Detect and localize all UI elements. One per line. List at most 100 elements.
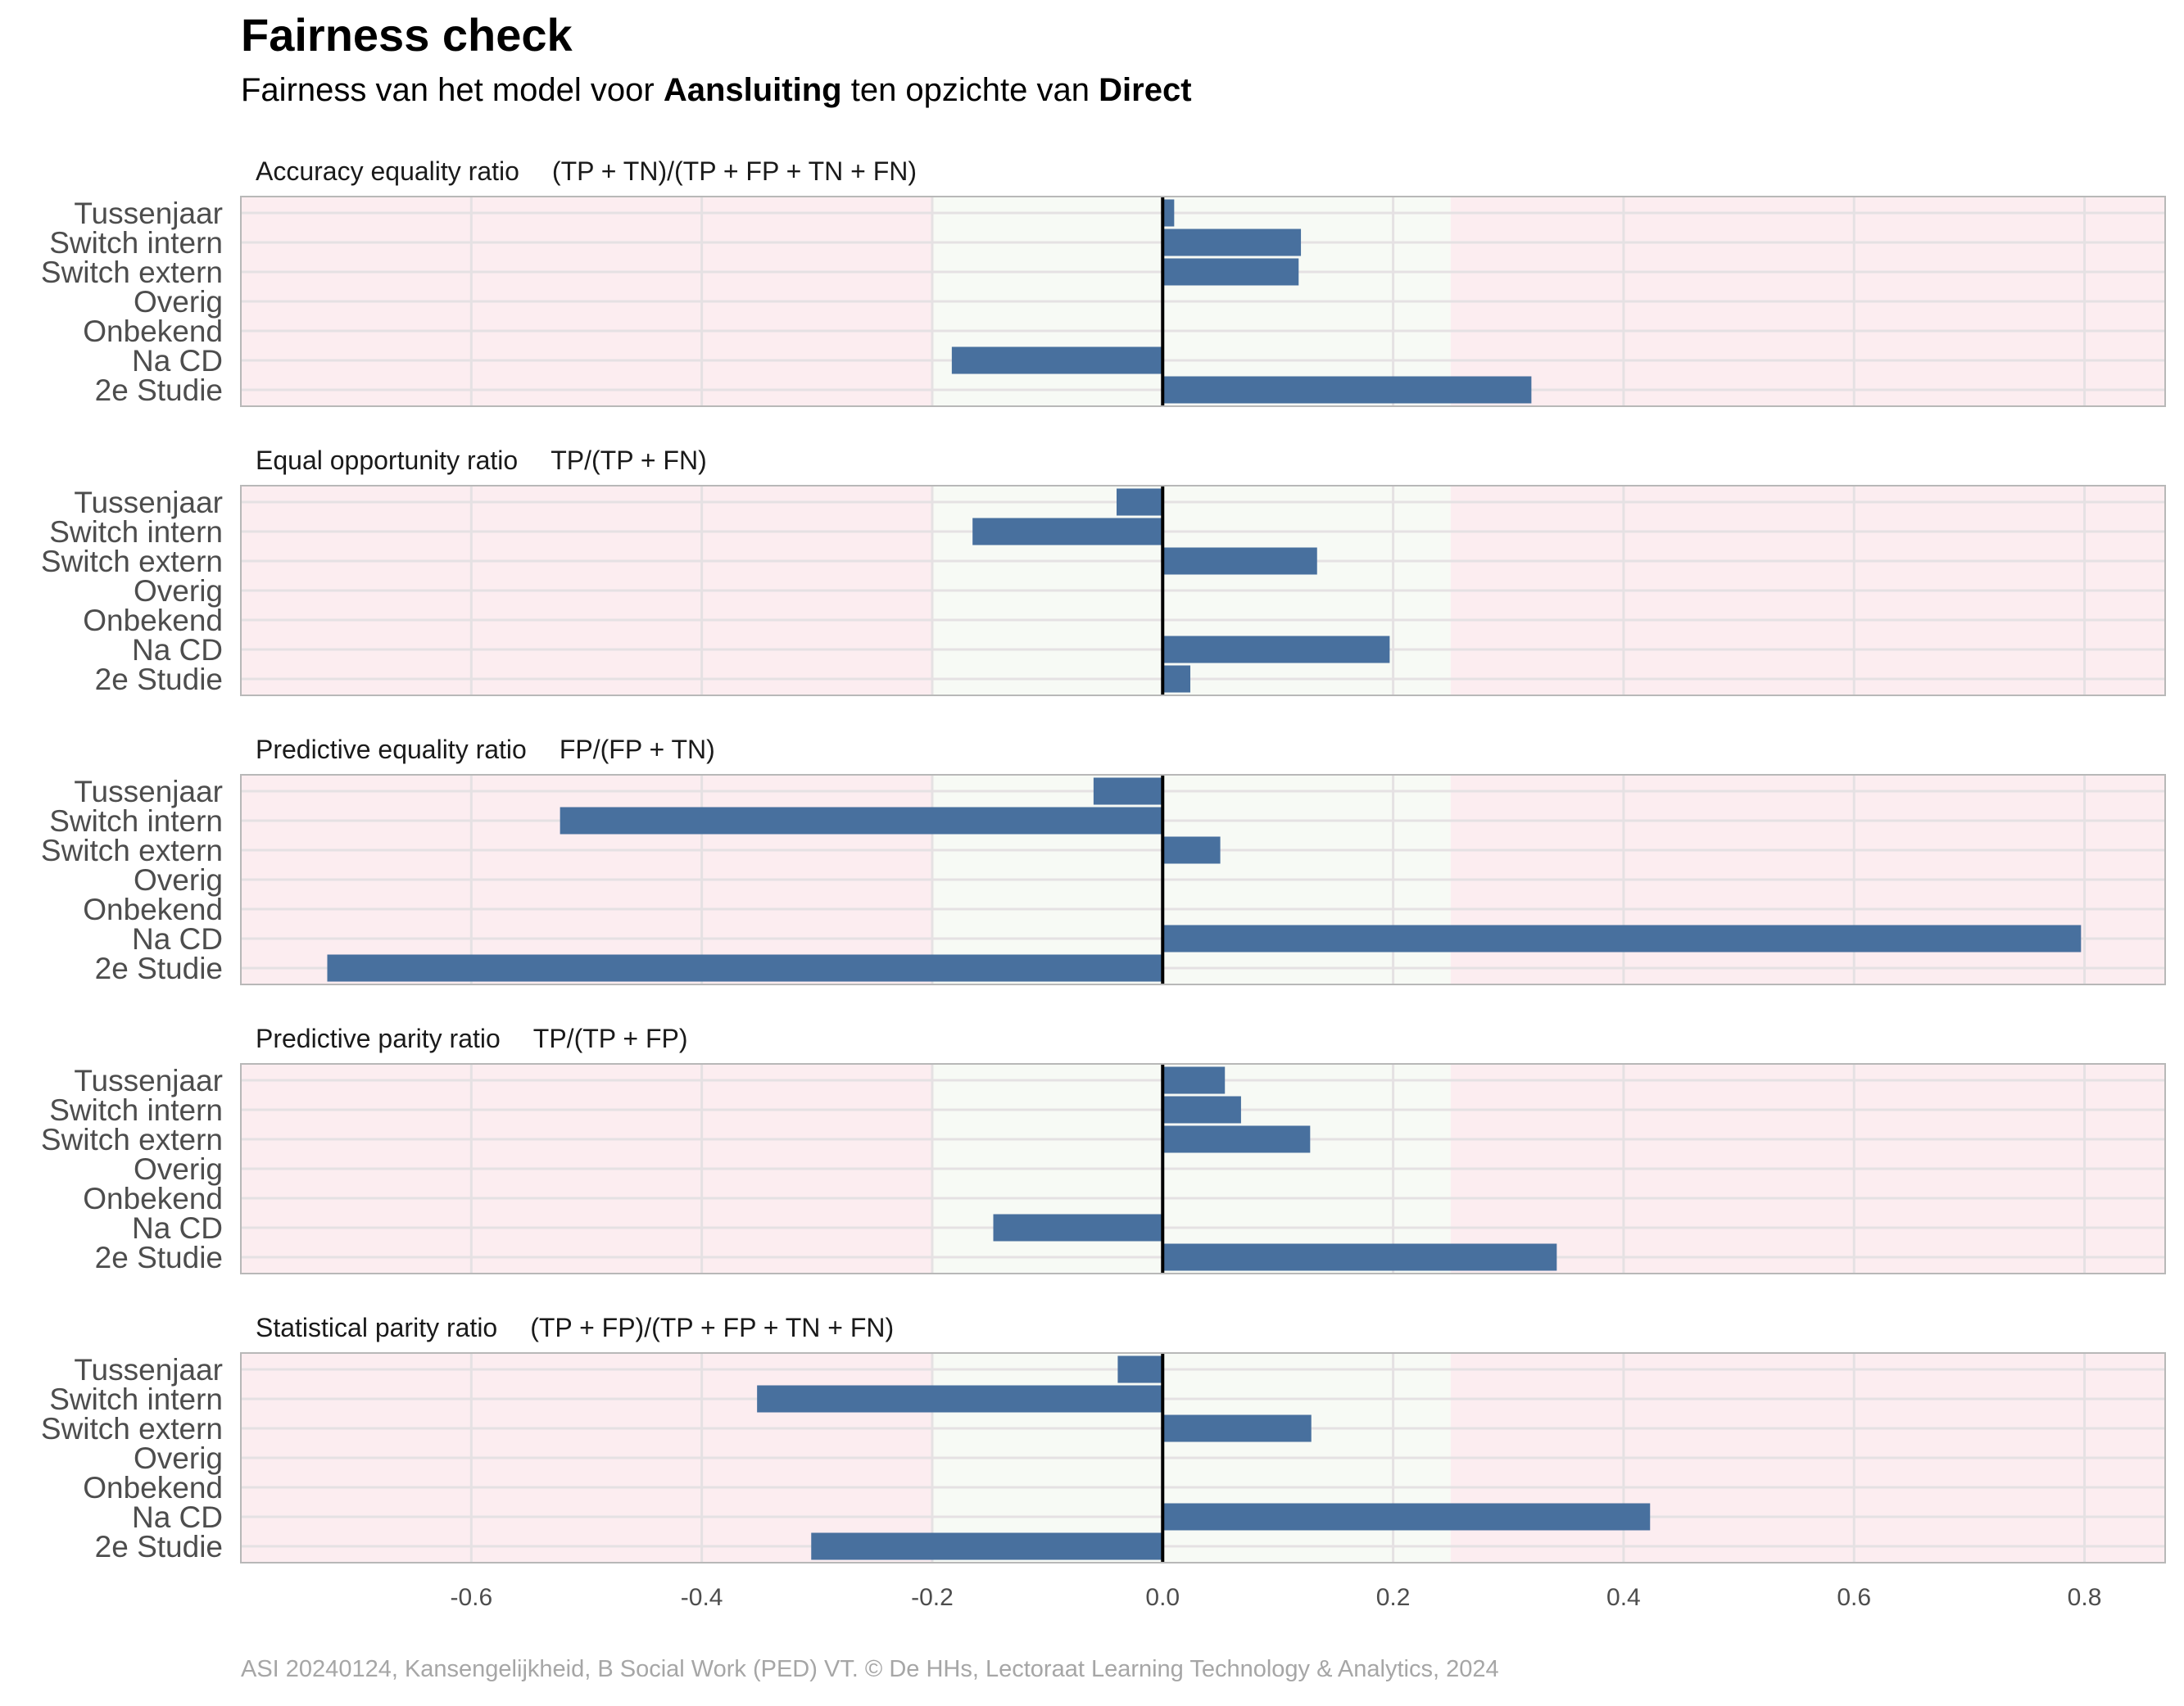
facet-formula: (TP + TN)/(TP + FP + TN + FN) xyxy=(552,156,917,186)
bar-switch-intern xyxy=(1162,1096,1241,1124)
category-label: 2e Studie xyxy=(95,1241,223,1274)
bar-2e-studie xyxy=(327,954,1163,982)
x-tick-label: 0.8 xyxy=(2068,1584,2102,1611)
panel-border xyxy=(240,1352,2166,1563)
category-label: 2e Studie xyxy=(95,373,223,407)
category-label: Switch intern xyxy=(49,1382,223,1416)
subtitle-middle: ten opzichte van xyxy=(841,72,1099,108)
bar-switch-intern xyxy=(972,518,1163,545)
category-label: Na CD xyxy=(132,1500,223,1534)
subtitle-outcome: Aansluiting xyxy=(663,72,842,108)
category-label: Onbekend xyxy=(83,604,223,637)
bar-switch-extern xyxy=(1162,547,1317,575)
facet-title: Equal opportunity ratio TP/(TP + FN) xyxy=(256,446,707,475)
facet-panel: Predictive parity ratio TP/(TP + FP) Tusse… xyxy=(41,1024,2166,1274)
x-tick-label: -0.2 xyxy=(911,1584,954,1611)
facet-formula: TP/(TP + FN) xyxy=(551,446,707,475)
x-tick-label: 0.6 xyxy=(1837,1584,1871,1611)
bar-na-cd xyxy=(1162,925,2082,953)
bar-switch-extern xyxy=(1162,258,1299,286)
facet-title: Predictive equality ratio FP/(FP + TN) xyxy=(256,735,715,764)
chart-subtitle: Fairness van het model voor Aansluiting … xyxy=(241,72,1192,109)
category-label: Switch extern xyxy=(41,1123,223,1156)
chart-title: Fairness check xyxy=(241,9,573,61)
x-tick-label: 0.0 xyxy=(1145,1584,1180,1611)
category-label: Na CD xyxy=(132,922,223,956)
bar-2e-studie xyxy=(1162,376,1532,404)
category-label: Switch extern xyxy=(41,1412,223,1446)
category-label: Onbekend xyxy=(83,315,223,348)
category-label: Onbekend xyxy=(83,893,223,926)
x-tick-label: 0.2 xyxy=(1376,1584,1411,1611)
bar-tussenjaar xyxy=(1117,488,1163,516)
category-label: Onbekend xyxy=(83,1471,223,1505)
facet-metric: Statistical parity ratio xyxy=(256,1313,497,1342)
category-label: 2e Studie xyxy=(95,663,223,696)
bar-switch-extern xyxy=(1162,1414,1312,1442)
category-label: Na CD xyxy=(132,1211,223,1245)
category-label: Onbekend xyxy=(83,1182,223,1215)
bar-na-cd xyxy=(993,1214,1163,1242)
category-label: Overig xyxy=(134,1152,223,1186)
bar-switch-extern xyxy=(1162,1125,1311,1153)
facet-panel: Predictive equality ratio FP/(FP + TN) Tus… xyxy=(41,735,2166,985)
panel-border xyxy=(240,485,2166,696)
bar-switch-intern xyxy=(560,807,1163,835)
bar-2e-studie xyxy=(1162,1243,1557,1271)
panel-border xyxy=(240,774,2166,985)
bar-switch-intern xyxy=(757,1385,1163,1413)
subtitle-prefix: Fairness van het model voor xyxy=(241,72,664,108)
category-label: Switch intern xyxy=(49,804,223,838)
category-label: Overig xyxy=(134,863,223,897)
bar-tussenjaar xyxy=(1162,1066,1226,1094)
facet-formula: FP/(FP + TN) xyxy=(560,735,715,764)
bar-2e-studie xyxy=(811,1532,1163,1560)
x-tick-label: -0.6 xyxy=(450,1584,492,1611)
bar-tussenjaar xyxy=(1162,199,1175,227)
panel-border xyxy=(240,1063,2166,1274)
category-label: Tussenjaar xyxy=(74,486,223,519)
category-label: Tussenjaar xyxy=(74,1064,223,1097)
x-tick-label: 0.4 xyxy=(1606,1584,1641,1611)
facet-panel: Equal opportunity ratio TP/(TP + FN) Tusse… xyxy=(41,446,2166,696)
bar-switch-extern xyxy=(1162,836,1221,864)
category-label: Switch extern xyxy=(41,834,223,867)
bar-switch-intern xyxy=(1162,229,1302,256)
facet-formula: TP/(TP + FP) xyxy=(533,1024,688,1053)
category-label: 2e Studie xyxy=(95,952,223,985)
subtitle-reference: Direct xyxy=(1099,72,1192,108)
category-label: 2e Studie xyxy=(95,1530,223,1563)
category-label: Switch intern xyxy=(49,515,223,549)
category-label: Switch intern xyxy=(49,1093,223,1127)
category-label: Switch extern xyxy=(41,256,223,289)
panel-border xyxy=(240,196,2166,407)
bar-2e-studie xyxy=(1162,665,1191,693)
facet-formula: (TP + FP)/(TP + FP + TN + FN) xyxy=(530,1313,894,1342)
chart-caption: ASI 20240124, Kansengelijkheid, B Social… xyxy=(241,1656,1499,1682)
bar-tussenjaar xyxy=(1117,1355,1163,1383)
facet-metric: Predictive equality ratio xyxy=(256,735,527,764)
facet-metric: Accuracy equality ratio xyxy=(256,156,519,186)
category-label: Overig xyxy=(134,1441,223,1475)
category-label: Switch intern xyxy=(49,226,223,260)
bar-na-cd xyxy=(1162,1503,1651,1531)
bar-na-cd xyxy=(1162,636,1390,663)
category-label: Tussenjaar xyxy=(74,775,223,808)
category-label: Tussenjaar xyxy=(74,197,223,230)
facet-title: Accuracy equality ratio (TP + TN)/(TP + F… xyxy=(256,156,917,186)
category-label: Overig xyxy=(134,574,223,608)
x-tick-label: -0.4 xyxy=(681,1584,723,1611)
facet-metric: Predictive parity ratio xyxy=(256,1024,501,1053)
category-label: Switch extern xyxy=(41,545,223,578)
bar-tussenjaar xyxy=(1093,777,1163,805)
facet-title: Statistical parity ratio (TP + FP)/(TP + … xyxy=(256,1313,894,1342)
facet-metric: Equal opportunity ratio xyxy=(256,446,518,475)
category-label: Na CD xyxy=(132,633,223,667)
bar-na-cd xyxy=(951,346,1163,374)
category-label: Tussenjaar xyxy=(74,1353,223,1387)
facet-panel: Accuracy equality ratio (TP + TN)/(TP + F… xyxy=(41,156,2166,407)
facet-title: Predictive parity ratio TP/(TP + FP) xyxy=(256,1024,688,1053)
category-label: Na CD xyxy=(132,344,223,378)
category-label: Overig xyxy=(134,285,223,319)
